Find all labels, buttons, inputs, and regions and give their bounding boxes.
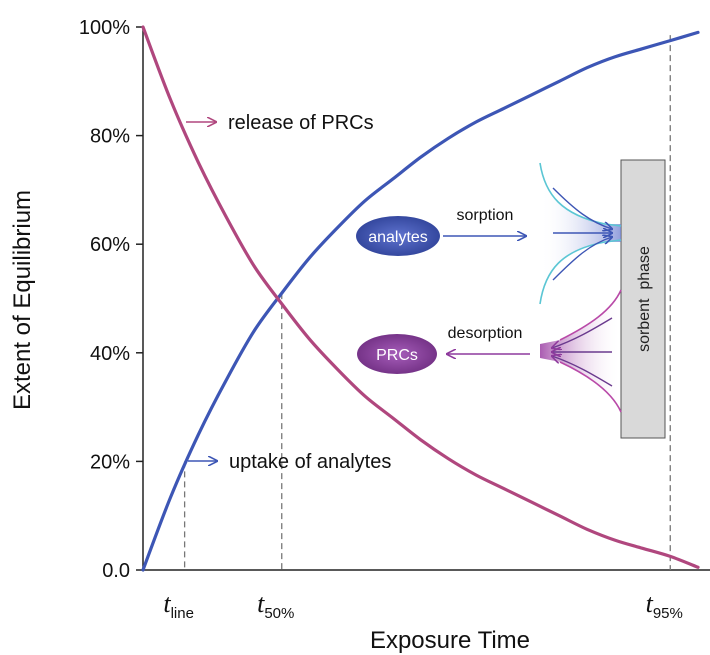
series-lines [141,25,700,572]
sorption-flow-arrow [552,237,612,281]
y-tick-label: 100% [79,17,130,39]
release-curve [141,25,700,569]
y-tick-label: 40% [90,343,130,365]
y-tick-label: 0.0 [102,560,130,582]
sorbent-phase-panel [620,159,666,439]
time-marker-label: t95% [646,589,683,622]
y-ticks: 0.0 20% 40% 60% 80% 100% [79,17,143,582]
prcs-pill-label: PRCs [376,347,418,364]
sorption-flow-arrow [552,187,612,229]
desorption-fan [540,290,621,412]
prcs-pill [357,334,437,374]
uptake-curve [141,30,700,572]
uptake-label: uptake of analytes [229,451,391,473]
analytes-pill-label: analytes [368,229,428,246]
time-marker-label: tline [163,589,194,622]
desorption-fan-edge-bottom [559,361,622,413]
y-tick-label: 80% [90,126,130,148]
sorbent-phase-label: sorbent phase [636,246,653,352]
inset-diagram: sorbent phase analytes sorption PRCs des… [356,159,666,439]
sorption-fan-edge-top [539,162,622,227]
desorption-fan-edge-top [559,289,622,341]
y-axis-title: Extent of Equilibrium [9,190,36,410]
y-tick-label: 20% [90,451,130,473]
time-markers: tline t50% t95% [163,589,683,622]
analytes-pill [356,216,440,256]
desorption-flow-arrow [552,317,613,348]
sorption-fan-edge-bottom [539,239,622,305]
desorption-label: desorption [448,325,523,342]
x-axis-title: Exposure Time [370,627,530,654]
y-tick-label: 60% [90,234,130,256]
release-label: release of PRCs [228,112,374,134]
desorption-flow-arrow [552,356,613,387]
time-marker-label: t50% [257,589,294,622]
sorption-label: sorption [457,207,514,224]
marker-guides [183,35,671,570]
